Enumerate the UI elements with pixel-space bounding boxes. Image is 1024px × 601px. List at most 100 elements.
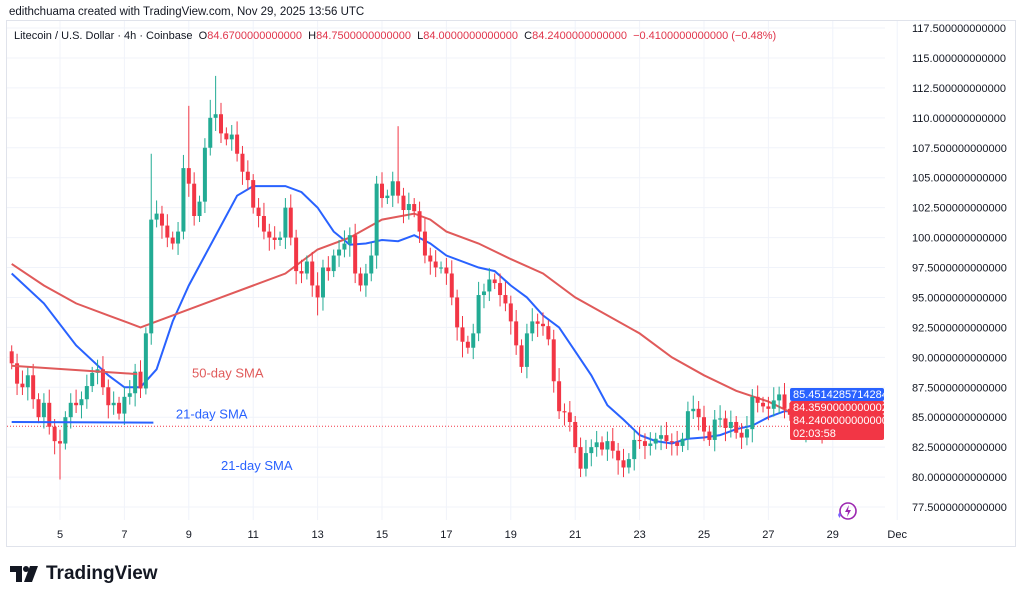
y-tick-label: 97.5000000000000 [912, 263, 1007, 275]
candle-down [433, 261, 438, 268]
candle-up [680, 438, 685, 446]
candle-down [267, 231, 272, 238]
candle-down [47, 402, 52, 427]
candle-down [52, 426, 57, 442]
candle-up [406, 204, 411, 211]
candle-down [508, 303, 513, 322]
candle-up [777, 394, 782, 401]
candle-up [320, 267, 325, 298]
bar-countdown: 02:03:58 [793, 428, 836, 440]
candle-down [240, 153, 245, 172]
candle-down [58, 441, 62, 444]
candle-up [605, 441, 610, 450]
x-tick-label: 5 [57, 529, 63, 541]
candle-down [9, 351, 14, 364]
candle-up [154, 213, 159, 220]
candle-down [20, 383, 25, 388]
candle-down [567, 412, 572, 422]
candle-up [133, 371, 138, 394]
candle-up [176, 231, 181, 244]
candle-up [229, 134, 234, 140]
candle-down [766, 406, 771, 409]
candle-up [111, 402, 116, 406]
lightning-icon[interactable] [838, 502, 857, 520]
tradingview-logo: TradingView [10, 563, 158, 585]
candle-down [503, 295, 508, 304]
sma-annotation-label: 50-day SMA [192, 366, 264, 381]
candle-down [444, 267, 449, 274]
candle-down [106, 387, 111, 406]
candle-up [208, 117, 213, 148]
candle-up [369, 255, 374, 274]
candle-up [524, 333, 529, 367]
candle-up [771, 400, 776, 409]
candle-up [583, 453, 588, 469]
candle-up [122, 396, 127, 414]
candle-up [342, 243, 347, 250]
trend-line-drawing [11, 364, 138, 376]
candle-down [723, 418, 728, 428]
candle-down [519, 345, 524, 367]
candle-down [310, 261, 315, 286]
candle-down [610, 441, 615, 451]
candle-up [594, 442, 599, 448]
candle-down [396, 181, 401, 196]
candle-down [514, 321, 519, 346]
candle-down [761, 402, 766, 407]
candle-down [417, 211, 422, 232]
candle-up [476, 295, 481, 334]
y-tick-label: 102.500000000000 [912, 203, 1007, 215]
candle-down [261, 216, 266, 232]
sma-annotation-label: 21-day SMA [176, 406, 248, 421]
high-value: 84.7500000000000 [316, 30, 411, 42]
candle-up [181, 168, 186, 232]
candle-down [696, 408, 701, 418]
symbol-title[interactable]: Litecoin / U.S. Dollar · 4h · Coinbase [14, 30, 193, 42]
candle-up [68, 402, 73, 418]
candle-up [374, 183, 379, 256]
candle-down [755, 396, 760, 403]
candle-up [202, 147, 207, 202]
candle-down [165, 225, 170, 238]
candle-down [299, 271, 304, 274]
candle-up [439, 267, 444, 269]
y-tick-label: 92.5000000000000 [912, 322, 1007, 334]
y-tick-label: 105.000000000000 [912, 173, 1007, 185]
x-tick-label: Dec [887, 529, 907, 541]
candle-down [235, 134, 240, 154]
y-tick-label: 115.000000000000 [912, 53, 1006, 65]
candle-down [428, 255, 433, 262]
candle-down [288, 207, 293, 238]
candle-down [224, 133, 229, 140]
sma50-line [11, 212, 849, 426]
price-tag-value: 85.4514285714284 [793, 389, 888, 401]
candle-up [337, 249, 342, 256]
candle-up [63, 417, 68, 444]
candle-down [192, 183, 197, 217]
candle-up [283, 207, 288, 238]
candle-up [487, 279, 492, 292]
candle-up [659, 435, 664, 439]
low-value: 84.0000000000000 [423, 30, 519, 42]
candle-down [186, 168, 191, 184]
change-value: −0.4100000000000 (−0.48%) [633, 30, 777, 42]
close-label: C [524, 30, 533, 42]
candle-down [734, 421, 739, 433]
x-tick-label: 11 [247, 529, 258, 541]
candle-down [707, 431, 712, 440]
candle-up [79, 399, 84, 406]
symbol-legend: Litecoin / U.S. Dollar · 4h · Coinbase O… [14, 30, 776, 42]
x-tick-label: 9 [186, 529, 192, 541]
candle-up [363, 273, 368, 286]
candle-up [648, 443, 653, 446]
y-tick-label: 107.500000000000 [912, 143, 1007, 155]
candle-up [304, 261, 309, 274]
low-label: L [417, 30, 424, 42]
candle-up [653, 438, 658, 444]
candle-down [535, 321, 540, 324]
lightning-icon-ring [839, 502, 857, 520]
candle-down [256, 207, 261, 217]
candle-up [471, 333, 476, 348]
x-tick-label: 29 [827, 529, 839, 541]
